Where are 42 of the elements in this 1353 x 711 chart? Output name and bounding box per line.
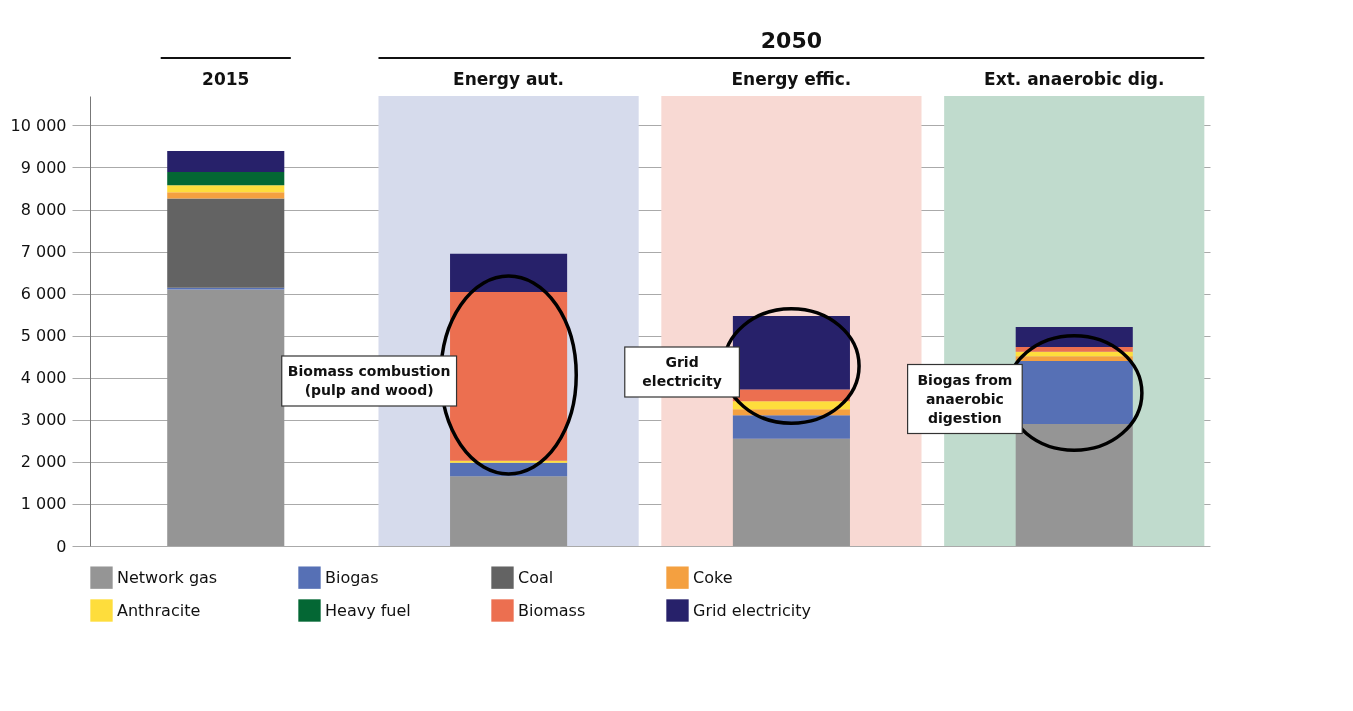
legend-label: Heavy fuel: [325, 600, 411, 620]
bar: [167, 198, 285, 288]
text: 2050: [760, 28, 823, 53]
bar: [732, 401, 850, 410]
legend-label: Biomass: [518, 600, 586, 620]
y-tick-label: 3 000: [20, 410, 67, 430]
y-tick-label: 0: [56, 536, 67, 556]
bar: [167, 192, 285, 199]
y-tick-label: 6 000: [20, 284, 67, 304]
y-tick-label: 10 000: [10, 115, 67, 135]
bar: [167, 289, 285, 546]
y-tick-label: 4 000: [20, 368, 67, 388]
y-tick-label: 1 000: [20, 494, 67, 514]
x-tick-label: Energy effic.: [731, 68, 852, 89]
annotation: Biomass combustion (pulp and wood): [287, 363, 451, 398]
annotation: Biogas from anaerobic digestion: [917, 371, 1013, 426]
y-tick-label: 8 000: [20, 200, 67, 220]
x-tick-label: Energy aut.: [453, 68, 565, 89]
bar: [732, 438, 850, 546]
legend-label: Grid electricity: [693, 600, 811, 620]
legend-label: Coke: [693, 567, 733, 587]
legend-label: Coal: [518, 567, 554, 587]
bar: [450, 476, 568, 546]
legend-label: Network gas: [117, 567, 218, 587]
bar: [1015, 424, 1133, 546]
y-tick-label: 9 000: [20, 158, 67, 177]
x-tick-label: 2015: [202, 68, 250, 89]
bar: [167, 151, 285, 173]
bar: [1015, 356, 1133, 361]
y-tick-label: 2 000: [20, 452, 67, 472]
bar: [732, 415, 850, 439]
legend-label: Anthracite: [117, 600, 201, 620]
y-tick-label: 7 000: [20, 242, 67, 262]
bar: [1015, 347, 1133, 352]
bar: [450, 291, 568, 461]
annotation: Grid electricity: [642, 354, 722, 389]
legend-label: Biogas: [325, 567, 379, 587]
bar: [167, 172, 285, 186]
bar: [167, 185, 285, 193]
bar: [450, 253, 568, 292]
y-tick-label: 5 000: [20, 326, 67, 346]
x-tick-label: Ext. anaerobic dig.: [984, 68, 1165, 89]
